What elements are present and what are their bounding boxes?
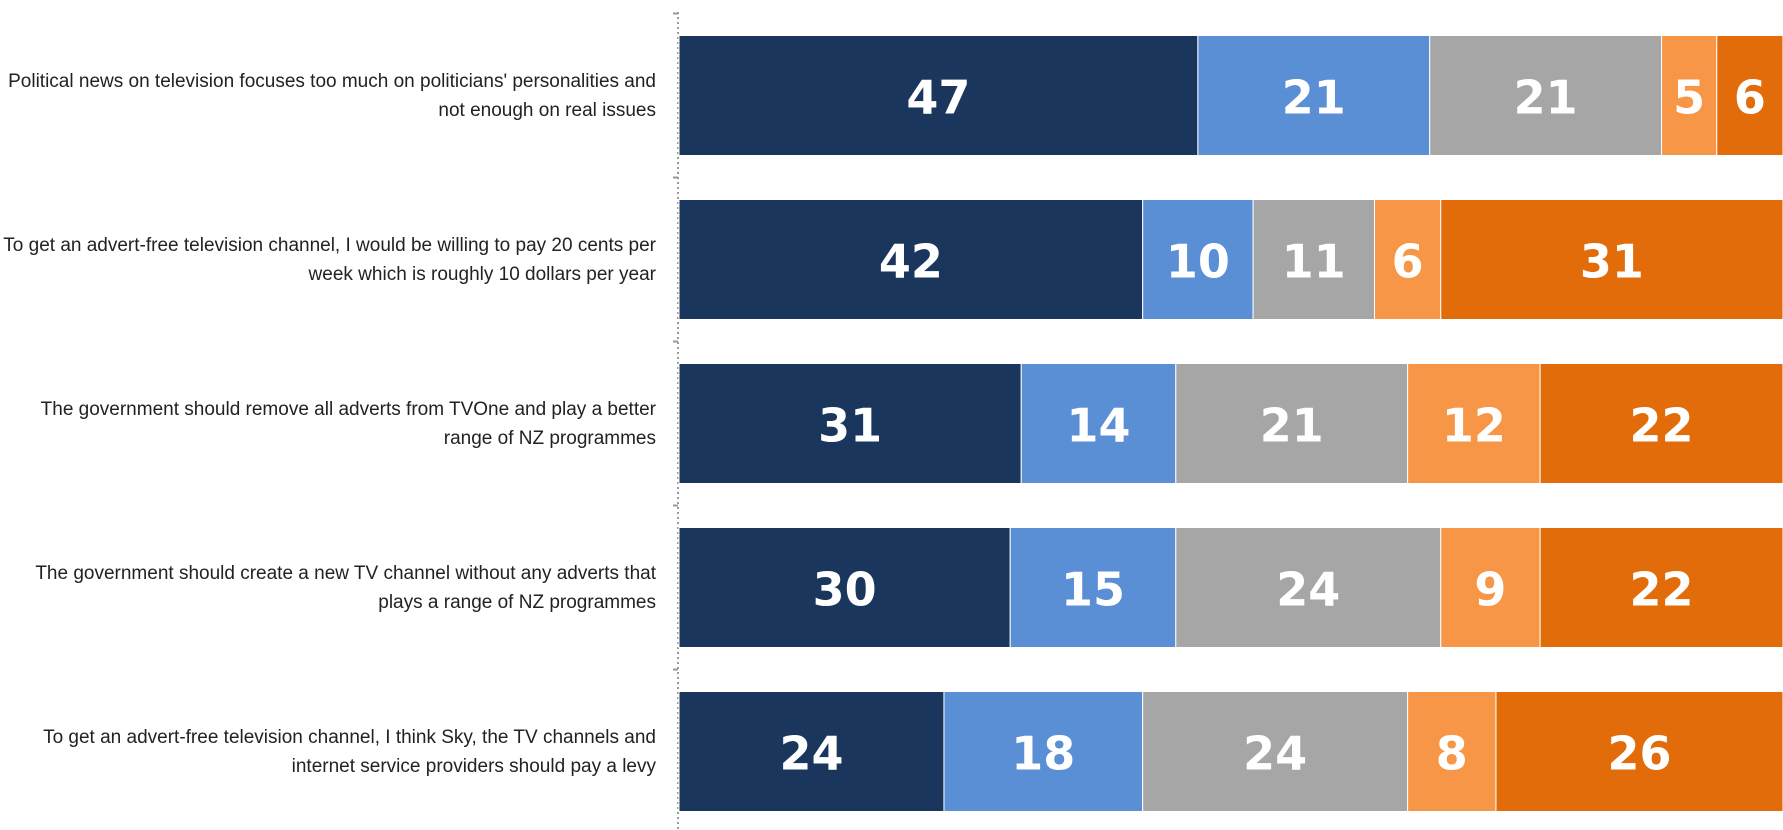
- bar-segment: [678, 691, 945, 812]
- value-label: 21: [1260, 399, 1324, 453]
- value-label: 24: [1276, 563, 1340, 617]
- value-label: 8: [1436, 727, 1468, 781]
- bar-segment: [1252, 199, 1376, 320]
- bar-segment: [1429, 35, 1663, 156]
- category-label: Political news on television focuses too…: [0, 36, 656, 156]
- bar-segment: [1716, 35, 1783, 156]
- bar-segment: [1495, 691, 1783, 812]
- bar-segment: [943, 691, 1144, 812]
- value-label: 6: [1392, 235, 1424, 289]
- category-label: To get an advert-free television channel…: [0, 200, 656, 320]
- bar-segment: [678, 199, 1144, 320]
- category-text: The government should create a new TV ch…: [35, 562, 656, 613]
- category-label: The government should create a new TV ch…: [0, 528, 656, 648]
- value-label: 30: [813, 563, 877, 617]
- bar-segment: [1661, 35, 1718, 156]
- bar-segment: [1539, 527, 1783, 648]
- value-label: 31: [818, 399, 882, 453]
- bar-segment: [1009, 527, 1177, 648]
- value-label: 24: [1243, 727, 1307, 781]
- value-label: 21: [1514, 71, 1578, 125]
- bar-segment: [1142, 199, 1254, 320]
- value-label: 22: [1630, 399, 1694, 453]
- value-label: 12: [1442, 399, 1506, 453]
- bar-segment: [1440, 527, 1541, 648]
- value-label: 5: [1673, 71, 1705, 125]
- bar-segment: [1020, 363, 1177, 484]
- value-label: 42: [879, 235, 943, 289]
- value-label: 22: [1630, 563, 1694, 617]
- value-label: 6: [1734, 71, 1766, 125]
- value-label: 10: [1166, 235, 1230, 289]
- bar-segment: [1440, 199, 1783, 320]
- value-label: 18: [1011, 727, 1075, 781]
- bar-segment: [1407, 691, 1497, 812]
- value-label: 14: [1067, 399, 1131, 453]
- value-label: 26: [1607, 727, 1671, 781]
- value-label: 15: [1061, 563, 1125, 617]
- category-text: Political news on television focuses too…: [8, 70, 656, 121]
- value-label: 31: [1580, 235, 1644, 289]
- category-label: To get an advert-free television channel…: [0, 692, 656, 812]
- category-text: To get an advert-free television channel…: [43, 726, 656, 777]
- bar-segment: [1407, 363, 1541, 484]
- bar-segment: [1374, 199, 1442, 320]
- value-label: 9: [1474, 563, 1506, 617]
- bar-segment: [678, 363, 1022, 484]
- bar-segment: [1175, 363, 1409, 484]
- value-label: 47: [906, 71, 970, 125]
- category-label: The government should remove all adverts…: [0, 364, 656, 484]
- value-label: 11: [1282, 235, 1346, 289]
- bar-segment: [1539, 363, 1783, 484]
- category-text: To get an advert-free television channel…: [3, 234, 656, 285]
- category-text: The government should remove all adverts…: [40, 398, 656, 449]
- value-label: 24: [779, 727, 843, 781]
- value-label: 21: [1282, 71, 1346, 125]
- bar-segment: [1175, 527, 1442, 648]
- bar-segment: [678, 527, 1011, 648]
